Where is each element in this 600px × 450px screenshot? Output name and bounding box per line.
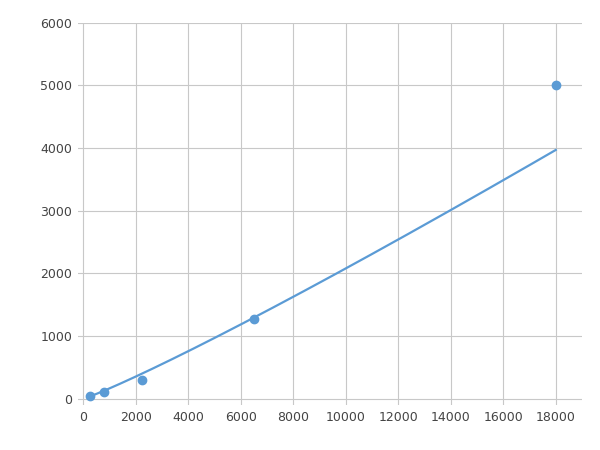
Point	[85, 392, 95, 399]
Point	[100, 389, 109, 396]
Point	[249, 315, 259, 322]
Point	[551, 81, 560, 89]
Point	[137, 376, 147, 383]
